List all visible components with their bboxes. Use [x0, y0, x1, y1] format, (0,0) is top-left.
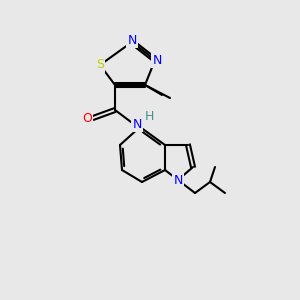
Text: O: O [82, 112, 92, 124]
Text: N: N [152, 53, 162, 67]
Text: N: N [132, 118, 142, 130]
Text: N: N [173, 173, 183, 187]
Text: S: S [96, 58, 104, 71]
Text: H: H [144, 110, 154, 124]
Text: N: N [127, 34, 137, 46]
